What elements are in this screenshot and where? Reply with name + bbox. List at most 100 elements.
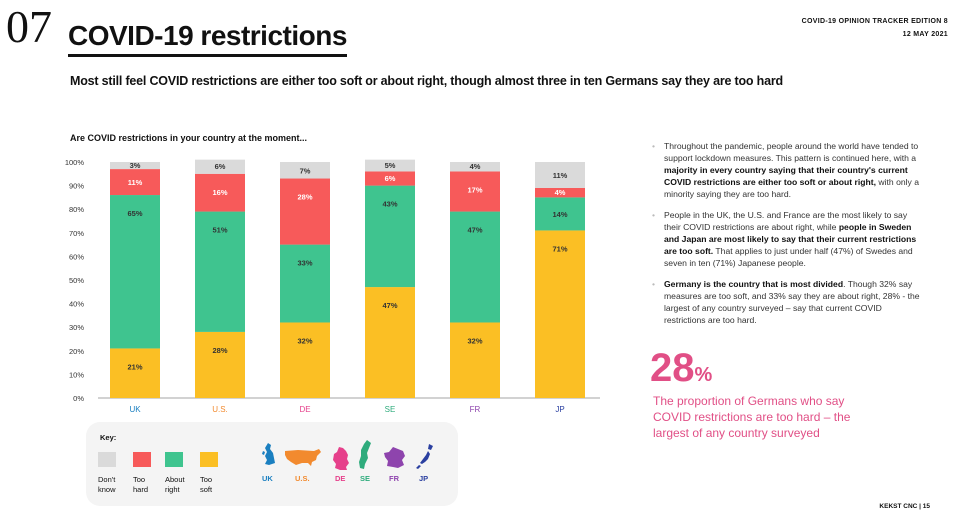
bullet-text: . Though 32% say measures are too soft, … [664,279,920,325]
key-label-line: About [165,475,185,484]
key-label-line: know [98,485,116,494]
key-label: Too soft [200,475,234,495]
y-tick-label: 40% [69,300,84,309]
key-label-line: hard [133,485,149,494]
bullet-2: People in the UK, the U.S. and France ar… [652,209,920,269]
bullet-emphasis: people in Sweden and Japan are most like… [664,222,917,256]
data-label: 47% [382,301,397,310]
bar-segment [280,162,330,179]
commentary-bullets: Throughout the pandemic, people around t… [652,140,920,335]
key-swatch [98,452,116,467]
bar-segment [365,159,415,172]
bar-segment [535,187,585,198]
bar-segment [195,331,245,398]
bar-segment [280,322,330,398]
y-tick-label: 0% [73,394,84,403]
data-label: 11% [553,171,568,180]
footer-page-number: KEKST CNC | 15 [879,503,930,510]
key-country-de: DE [335,474,346,483]
x-category-label: DE [299,405,310,414]
bar-segment [365,287,415,398]
key-label-line: Too [200,475,213,484]
key-swatch [200,452,218,467]
stacked-bar-chart: 0% 10% 20% 30% 40% 50% 60% 70% 80% 90% 100% 21% 65% 1… [65,158,600,414]
data-label: 7% [300,166,311,175]
key-label-line: soft [200,485,213,494]
data-label: 11% [128,178,143,187]
data-label: 14% [552,210,567,219]
y-tick-label: 50% [69,276,84,285]
y-tick-label: 70% [69,229,84,238]
edition-line: COVID-19 OPINION TRACKER EDITION 8 [801,18,948,25]
data-label: 32% [297,336,312,345]
fr-map-icon [384,447,405,468]
bar-segment [280,178,330,245]
bar-segment [110,169,160,196]
chart-key: Key: Don't know Too hard About right Too… [86,422,458,506]
bullet-emphasis: Germany is the country that is most divi… [664,279,844,289]
key-label: Too hard [133,475,167,495]
data-label: 3% [130,161,141,170]
data-label: 28% [212,346,227,355]
key-item-about-right: About right [165,452,199,495]
key-swatch [133,452,151,467]
data-label: 28% [297,193,312,202]
data-label: 4% [555,188,566,197]
key-item-dont-know: Don't know [98,452,132,495]
headline-stat: 28% [650,348,712,388]
bullet-text: with only a minority saying they are too… [664,177,920,199]
bullet-1: Throughout the pandemic, people around t… [652,140,920,200]
data-label: 6% [215,162,226,171]
data-label: 16% [212,188,227,197]
y-tick-label: 80% [69,205,84,214]
bar-segment [450,162,500,172]
data-label: 65% [127,209,142,218]
key-label-line: Too [133,475,146,484]
key-item-too-soft: Too soft [200,452,234,495]
key-label: Don't know [98,475,132,495]
data-label: 47% [467,226,482,235]
x-category-label: UK [129,405,141,414]
bar-segment [450,322,500,398]
bar-segment [535,230,585,398]
stat-unit: % [694,364,713,386]
key-label-line: right [165,485,180,494]
bar-segment [195,173,245,212]
y-tick-label: 10% [69,370,84,379]
bullet-text: People in the UK, the U.S. and France ar… [664,210,908,232]
key-label: About right [165,475,199,495]
key-country-fr: FR [389,474,399,483]
page-subtitle: Most still feel COVID restrictions are e… [70,74,783,88]
bullet-emphasis: majority in every country saying that th… [664,165,908,187]
key-country-uk: UK [262,474,273,483]
bar-segment [535,162,585,188]
bar-segment [280,244,330,323]
slide-number: 07 [6,1,52,52]
bar-segment [110,162,160,170]
key-country-jp: JP [419,474,429,483]
x-category-label: JP [555,405,564,414]
de-map-icon [333,447,349,470]
key-label-line: Don't [98,475,116,484]
key-country-us: U.S. [295,474,310,483]
bar-segment [110,348,160,398]
y-tick-label: 100% [65,158,85,167]
bar-segment [195,211,245,332]
data-label: 32% [467,336,482,345]
y-tick-label: 90% [69,182,84,191]
data-label: 6% [385,174,396,183]
edition-date: 12 MAY 2021 [902,31,948,38]
page-title: COVID-19 restrictions [68,20,347,58]
chart-title: Are COVID restrictions in your country a… [70,133,308,143]
bar-segment [110,195,160,349]
key-country-se: SE [360,474,371,483]
stat-description: The proportion of Germans who say COVID … [653,394,851,440]
bar-segment [195,159,245,174]
data-label: 71% [552,244,567,253]
bullet-text: Throughout the pandemic, people around t… [664,141,919,163]
data-label: 17% [467,185,482,194]
y-tick-label: 20% [69,347,84,356]
data-label: 33% [297,259,312,268]
data-label: 51% [212,226,227,235]
data-label: 5% [385,161,396,170]
